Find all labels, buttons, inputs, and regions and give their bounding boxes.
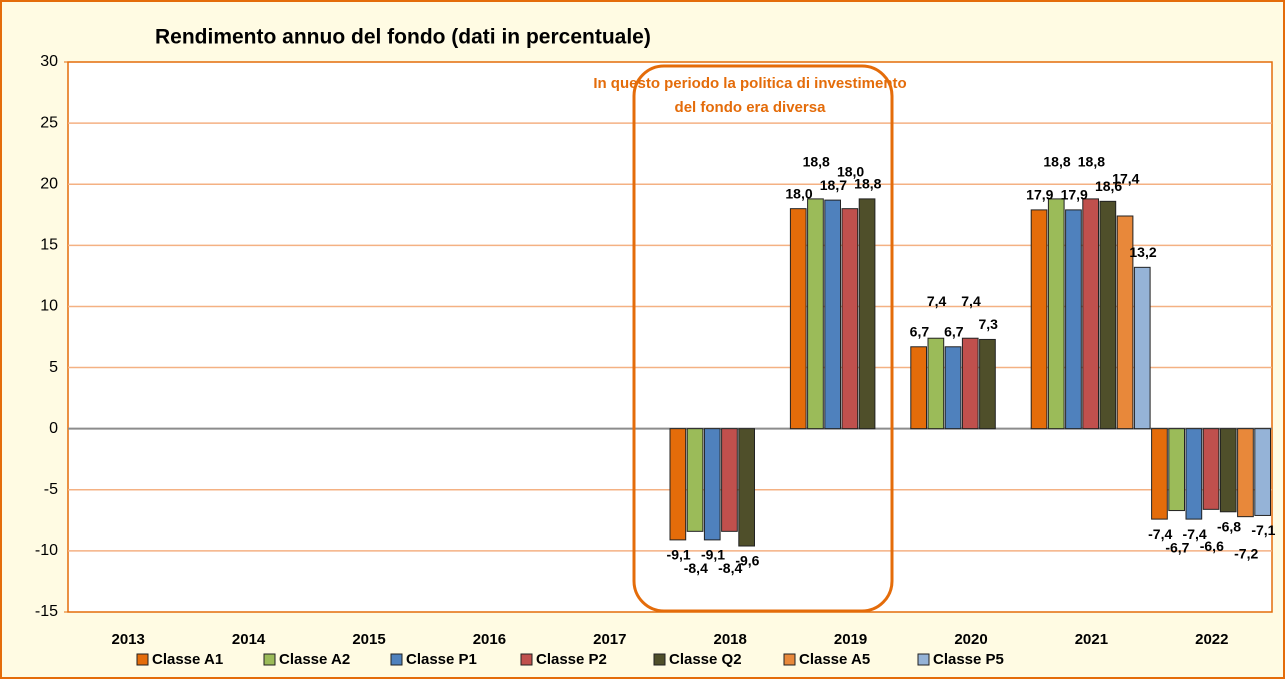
data-label: -7,4 — [1148, 526, 1172, 542]
legend-marker — [917, 653, 930, 666]
bar — [738, 428, 755, 547]
bar — [1237, 428, 1254, 518]
highlight-box — [632, 64, 894, 613]
data-label: 7,4 — [927, 293, 947, 309]
y-tick-label: 10 — [40, 298, 58, 315]
data-label: 18,8 — [1078, 154, 1105, 170]
data-label: 18,8 — [1043, 154, 1070, 170]
legend-label: Classe P5 — [933, 651, 1004, 668]
bars — [669, 198, 1272, 547]
data-label: -6,8 — [1217, 518, 1241, 534]
y-tick-label: 15 — [40, 237, 58, 254]
data-label: -6,6 — [1200, 538, 1224, 554]
legend-marker — [783, 653, 796, 666]
data-label: 18,7 — [820, 177, 847, 193]
bar — [858, 198, 876, 430]
bar — [1047, 198, 1065, 430]
legend-label: Classe A5 — [799, 651, 870, 668]
bar — [669, 428, 687, 541]
x-tick-label: 2013 — [112, 631, 145, 648]
bar — [961, 337, 979, 430]
legend-label: Classe P2 — [536, 651, 607, 668]
data-label: 6,7 — [910, 323, 930, 339]
annotation: In questo periodo la politica di investi… — [593, 75, 906, 92]
labels: -15 -10 -5 0 5 10 15 20 25 30 2013 2014 2015 2016 2017… — [35, 53, 1276, 668]
x-tick-label: 2022 — [1195, 631, 1228, 648]
bar — [789, 208, 807, 430]
bar — [1065, 209, 1082, 430]
y-tick-label: 0 — [49, 420, 58, 437]
data-label: 7,3 — [978, 316, 998, 332]
legend-marker — [653, 653, 666, 666]
x-tick-label: 2021 — [1075, 631, 1108, 648]
y-tick-label: 5 — [49, 359, 58, 376]
y-tick-label: 20 — [40, 175, 58, 192]
bar — [910, 346, 927, 430]
bar — [979, 338, 996, 430]
bar — [1099, 200, 1117, 430]
x-tick-label: 2015 — [352, 631, 385, 648]
bar — [703, 428, 721, 541]
y-tick-label: -5 — [44, 481, 58, 498]
legend-marker — [136, 653, 149, 666]
legend-label: Classe A1 — [152, 651, 223, 668]
bar — [824, 199, 841, 430]
data-label: 17,9 — [1061, 187, 1088, 203]
x-tick-label: 2019 — [834, 631, 867, 648]
y-tick-label: -15 — [35, 603, 58, 620]
data-label: -7,4 — [1183, 526, 1207, 542]
x-tick-label: 2016 — [473, 631, 506, 648]
data-label: 17,4 — [1112, 171, 1139, 187]
bar — [1082, 198, 1100, 430]
bar — [1116, 215, 1134, 430]
data-label: 18,8 — [854, 176, 881, 192]
bar — [944, 346, 962, 430]
legend-label: Classe P1 — [406, 651, 477, 668]
bar — [1202, 428, 1220, 510]
y-tick-label: -10 — [35, 542, 58, 559]
bar — [1151, 428, 1168, 520]
bar — [807, 198, 824, 430]
legend-marker — [390, 653, 403, 666]
data-label: -6,7 — [1165, 539, 1189, 555]
bar — [1254, 428, 1272, 516]
data-label: -9,1 — [701, 547, 725, 563]
bar — [721, 428, 738, 532]
x-tick-label: 2014 — [232, 631, 266, 648]
data-label: 17,9 — [1026, 187, 1053, 203]
data-label: 18,6 — [1095, 178, 1122, 194]
bar — [841, 208, 859, 430]
bar — [1133, 266, 1151, 430]
data-label: -8,4 — [684, 560, 708, 576]
chart-title: Rendimento annuo del fondo (dati in perc… — [155, 26, 651, 49]
y-tick-label: 25 — [40, 114, 58, 131]
legend-marker — [520, 653, 533, 666]
bar — [1030, 209, 1048, 430]
x-tick-label: 2017 — [593, 631, 626, 648]
data-label: -7,2 — [1234, 545, 1258, 561]
data-label: -7,1 — [1251, 522, 1275, 538]
bar — [1168, 428, 1186, 512]
data-label: 18,8 — [803, 154, 830, 170]
y-tick-label: 30 — [40, 53, 58, 70]
annotation: del fondo era diversa — [675, 99, 827, 116]
legend-label: Classe Q2 — [669, 651, 742, 668]
data-label: 7,4 — [961, 293, 981, 309]
bar — [1185, 428, 1203, 520]
data-label: 18,0 — [785, 185, 812, 201]
data-label: 6,7 — [944, 323, 964, 339]
legend-marker — [263, 653, 276, 666]
data-label: -9,6 — [735, 553, 759, 569]
legend-label: Classe A2 — [279, 651, 350, 668]
bar — [686, 428, 704, 532]
bar — [1219, 428, 1237, 513]
x-tick-label: 2020 — [954, 631, 987, 648]
data-label: -9,1 — [667, 547, 691, 563]
x-tick-label: 2018 — [714, 631, 747, 648]
data-label: 13,2 — [1129, 244, 1156, 260]
data-label: -8,4 — [718, 560, 742, 576]
bar — [927, 337, 945, 430]
data-label: 18,0 — [837, 163, 864, 179]
